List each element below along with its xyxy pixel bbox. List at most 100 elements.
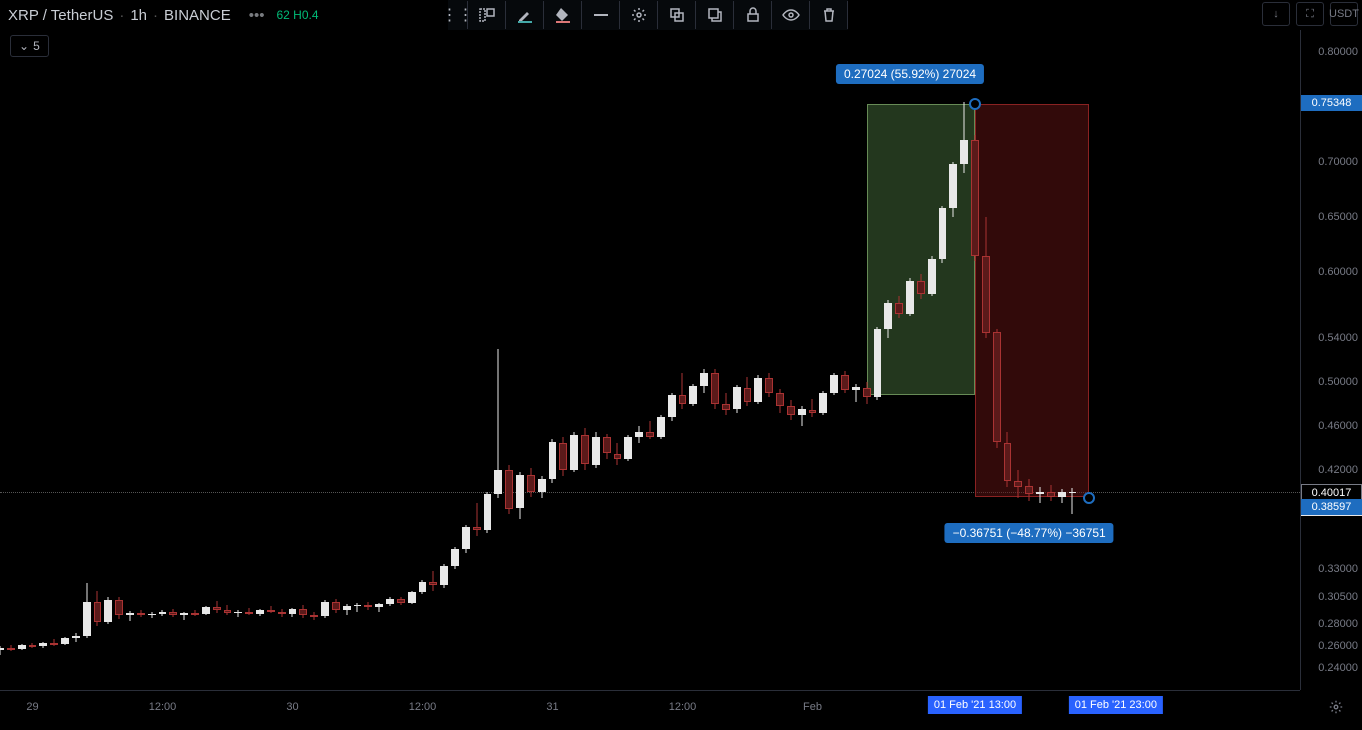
candle: [1036, 487, 1044, 504]
candle: [180, 612, 188, 620]
candle: [148, 612, 156, 619]
candle: [668, 393, 676, 421]
candle: [115, 597, 123, 619]
symbol-pair[interactable]: XRP / TetherUS: [8, 7, 113, 24]
candle: [72, 633, 80, 642]
time-tick: 12:00: [669, 701, 697, 713]
time-tick: 29: [26, 701, 38, 713]
candle: [819, 391, 827, 415]
candle: [679, 373, 687, 409]
candle: [364, 602, 372, 610]
candle: [570, 432, 578, 473]
axis-settings-icon[interactable]: [1328, 699, 1344, 720]
color-picker-icon[interactable]: [506, 1, 544, 29]
candle: [321, 600, 329, 619]
position-loss-label: −0.36751 (−48.77%) −36751: [945, 523, 1114, 543]
candle: [592, 432, 600, 468]
candle: [1025, 479, 1033, 501]
candle: [39, 642, 47, 649]
candle: [94, 591, 102, 626]
candle: [787, 400, 795, 421]
candle: [213, 601, 221, 613]
candle: [971, 135, 979, 262]
price-tick: 0.54000: [1318, 332, 1358, 344]
clone-icon[interactable]: [696, 1, 734, 29]
candle: [494, 349, 502, 498]
candle: [386, 597, 394, 607]
candle: [1058, 489, 1066, 503]
candle: [1047, 485, 1055, 500]
candle: [256, 609, 264, 617]
candle: [440, 564, 448, 588]
fullscreen-icon[interactable]: ⛶: [1296, 2, 1324, 26]
price-badge: 0.75348: [1301, 95, 1362, 111]
more-icon[interactable]: •••: [249, 7, 265, 24]
candle: [776, 389, 784, 413]
candle: [191, 610, 199, 617]
candle: [299, 605, 307, 618]
candle: [29, 643, 37, 649]
template-icon[interactable]: [468, 1, 506, 29]
candle: [722, 393, 730, 415]
long-position-rect[interactable]: [867, 104, 975, 396]
candle: [267, 606, 275, 613]
order-icon[interactable]: [658, 1, 696, 29]
candle: [841, 371, 849, 393]
candle: [1069, 488, 1077, 514]
time-badge: 01 Feb '21 13:00: [928, 696, 1022, 714]
time-badge: 01 Feb '21 23:00: [1069, 696, 1163, 714]
settings-icon[interactable]: [620, 1, 658, 29]
price-tick: 0.70000: [1318, 156, 1358, 168]
candle: [7, 645, 15, 652]
trash-icon[interactable]: [810, 1, 848, 29]
candle: [224, 605, 232, 615]
position-handle[interactable]: [1083, 492, 1095, 504]
interval[interactable]: 1h: [130, 7, 147, 24]
candle: [451, 547, 459, 569]
line-style-icon[interactable]: [582, 1, 620, 29]
candle: [960, 102, 968, 174]
candle: [657, 415, 665, 439]
candle: [949, 162, 957, 217]
candle: [310, 612, 318, 620]
separator: ·: [119, 7, 124, 24]
chart-canvas[interactable]: 0.27024 (55.92%) 27024 −0.36751 (−48.77%)…: [0, 30, 1300, 690]
candle: [516, 472, 524, 519]
candle: [473, 503, 481, 536]
fill-icon[interactable]: [544, 1, 582, 29]
time-tick: Feb: [803, 701, 822, 713]
candle: [549, 439, 557, 483]
candle: [884, 300, 892, 339]
candle: [343, 604, 351, 615]
eye-icon[interactable]: [772, 1, 810, 29]
candle: [809, 399, 817, 418]
candle: [765, 373, 773, 397]
candle: [874, 327, 882, 400]
candle: [61, 637, 69, 645]
candle: [408, 591, 416, 604]
candle: [863, 382, 871, 404]
candle: [429, 571, 437, 591]
lock-icon[interactable]: [734, 1, 772, 29]
currency-unit[interactable]: USDT: [1330, 2, 1358, 26]
candle: [603, 434, 611, 459]
time-axis[interactable]: 2912:003012:003112:00Feb01 Feb '21 13:00…: [0, 690, 1300, 730]
candle: [635, 426, 643, 443]
candle: [278, 609, 286, 618]
position-handle[interactable]: [969, 98, 981, 110]
candle: [137, 610, 145, 618]
candle: [754, 375, 762, 404]
candle: [559, 437, 567, 476]
candle: [700, 369, 708, 393]
time-tick: 12:00: [149, 701, 177, 713]
toolbar-grip-icon[interactable]: ⋮⋮: [448, 1, 468, 29]
snapshot-icon[interactable]: ↓: [1262, 2, 1290, 26]
price-badge: 0.38597: [1301, 499, 1362, 515]
candle: [624, 435, 632, 461]
price-axis[interactable]: 0.240000.260000.280000.305000.330000.385…: [1300, 30, 1362, 690]
candle: [1004, 432, 1012, 487]
candle: [50, 639, 58, 646]
position-profit-label: 0.27024 (55.92%) 27024: [836, 64, 984, 84]
candle: [1014, 470, 1022, 498]
drawing-toolbar: ⋮⋮: [448, 0, 848, 30]
